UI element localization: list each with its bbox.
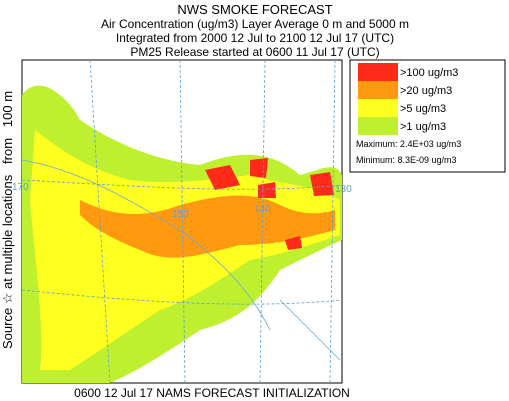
smoke-very-high xyxy=(205,158,334,250)
legend-swatch xyxy=(358,117,398,135)
subtitle: PM25 Release started at 0600 11 Jul 17 (… xyxy=(130,45,379,59)
map-grid-label: 140 xyxy=(254,204,271,215)
legend-label: >1 ug/m3 xyxy=(400,121,446,133)
side-label: Source ☆ at multiple locations from 100 … xyxy=(0,91,15,349)
legend-label: >5 ug/m3 xyxy=(400,103,446,115)
legend-swatch xyxy=(358,63,398,81)
subtitle: Air Concentration (ug/m3) Layer Average … xyxy=(101,17,409,31)
title: NWS SMOKE FORECAST xyxy=(177,2,332,17)
map-grid-label: 170 xyxy=(12,182,29,193)
maximum: Maximum: 2.4E+03 ug/m3 xyxy=(356,139,461,149)
coastline xyxy=(21,159,341,361)
minimum: Minimum: 8.3E-09 ug/m3 xyxy=(356,155,457,165)
legend-swatch xyxy=(358,81,398,99)
legend-swatch xyxy=(358,99,398,117)
smoke-high xyxy=(80,195,335,258)
map-grid-label: 130 xyxy=(335,184,352,195)
legend-label: >100 ug/m3 xyxy=(400,67,458,79)
graticule xyxy=(21,59,343,384)
map: 170 150 140 130 xyxy=(12,59,352,384)
footer: 0600 12 Jul 17 NAMS FORECAST INITIALIZAT… xyxy=(74,386,350,400)
map-grid-label: 150 xyxy=(172,209,189,220)
subtitle: Integrated from 2000 12 Jul to 2100 12 J… xyxy=(116,31,394,45)
legend-label: >20 ug/m3 xyxy=(400,85,452,97)
